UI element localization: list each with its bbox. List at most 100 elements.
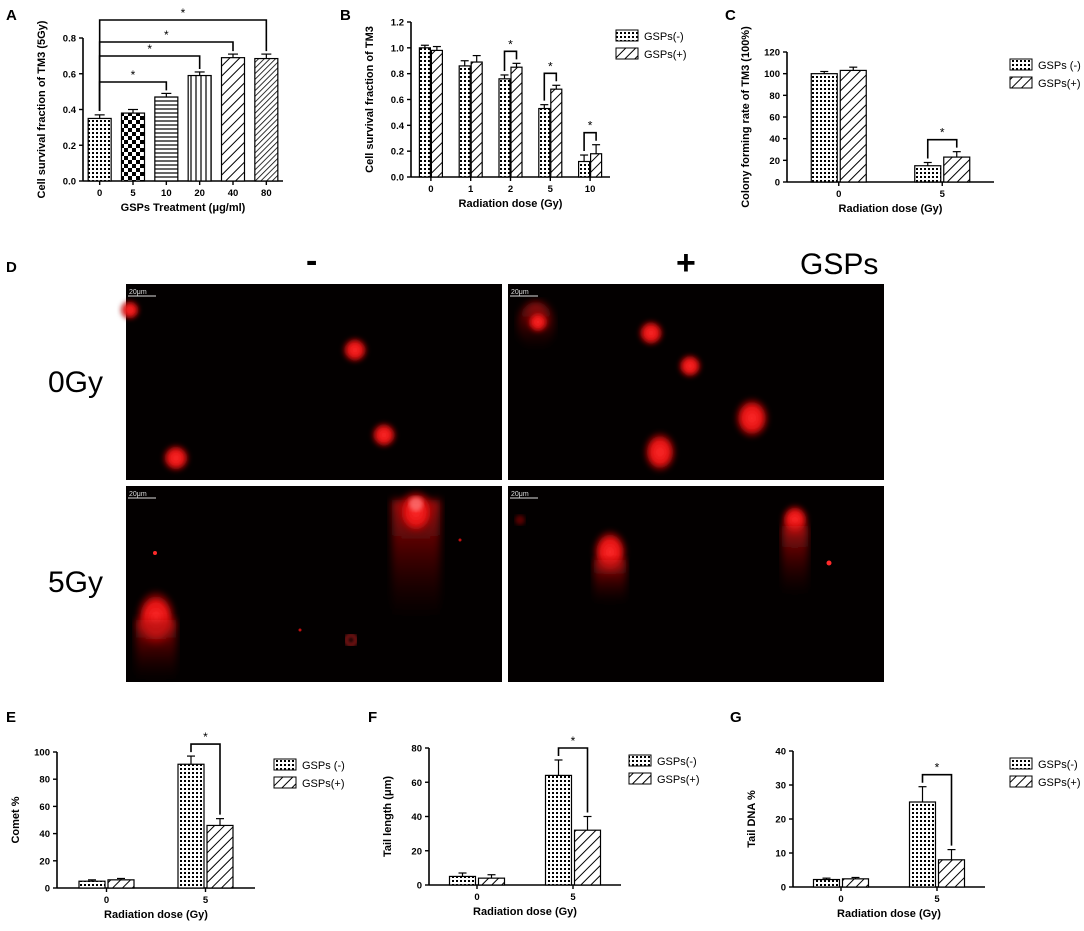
legend-swatch: [615, 29, 639, 42]
scale-bar-label: 20μm: [129, 289, 147, 296]
y-tick-label: 0.4: [63, 105, 77, 116]
legend-label: GSPs(+): [302, 778, 344, 790]
x-tick-label: 5: [934, 894, 940, 905]
micrograph-5gy-plus: 20μm: [508, 486, 884, 682]
y-axis-label: Tail length (μm): [382, 776, 394, 857]
significance-bracket: [557, 747, 589, 813]
x-tick-label: 0: [836, 189, 841, 200]
legend-swatch: [1009, 58, 1033, 71]
x-axis-label: GSPs Treatment (μg/ml): [121, 202, 246, 214]
y-tick-label: 0.6: [63, 69, 76, 80]
bar: [943, 156, 971, 183]
significance-bracket: [98, 55, 201, 111]
y-tick-label: 1.0: [391, 43, 404, 54]
comet-assay-micrographs: - + GSPs 0Gy 5Gy 20μm 20μm: [48, 242, 884, 682]
y-tick-label: 120: [764, 48, 780, 59]
significance-star: *: [164, 28, 169, 42]
bar: [477, 877, 506, 886]
legend-swatch: [628, 772, 652, 785]
bar: [470, 61, 483, 178]
x-tick-label: 0: [104, 895, 109, 906]
y-tick-label: 20: [411, 846, 422, 857]
x-tick-label: 5: [130, 188, 136, 199]
y-tick-label: 80: [39, 775, 50, 786]
y-tick-label: 10: [775, 849, 786, 860]
bar: [418, 47, 431, 178]
micrograph-0gy-plus: 20μm: [508, 284, 884, 480]
x-axis-label: Radiation dose (Gy): [839, 203, 943, 215]
y-tick-label: 0.0: [391, 173, 404, 184]
scale-bar-label: 20μm: [511, 491, 529, 498]
significance-star: *: [203, 730, 208, 744]
bar: [177, 763, 205, 889]
legend-label: GSPs(+): [1038, 777, 1080, 789]
x-axis-label: Radiation dose (Gy): [104, 909, 208, 921]
panel-letter-a: A: [6, 7, 17, 24]
y-tick-label: 40: [39, 829, 50, 840]
y-tick-label: 1.2: [391, 18, 404, 29]
legend-label: GSPs(-): [657, 756, 697, 768]
y-tick-label: 80: [411, 744, 422, 755]
y-tick-label: 20: [775, 815, 786, 826]
legend-swatch: [615, 47, 639, 60]
y-tick-label: 30: [775, 781, 786, 792]
legend-label: GSPs(+): [1038, 78, 1080, 90]
x-tick-label: 20: [194, 188, 205, 199]
micrograph-5gy-minus: 20μm: [126, 486, 502, 682]
y-tick-label: 0.4: [391, 121, 405, 132]
significance-star: *: [935, 761, 940, 775]
bar: [914, 165, 942, 183]
bar: [498, 78, 511, 178]
bar: [120, 112, 146, 182]
bar: [448, 875, 477, 886]
panel-letter-b: B: [340, 7, 351, 24]
bar: [538, 107, 551, 178]
x-tick-label: 0: [97, 188, 102, 199]
significance-star: *: [508, 37, 513, 51]
column-label-plus: +: [676, 244, 696, 282]
bar: [550, 88, 563, 178]
significance-star: *: [548, 59, 553, 73]
y-tick-label: 0.0: [63, 177, 76, 188]
y-tick-label: 40: [769, 134, 780, 145]
x-tick-label: 40: [228, 188, 239, 199]
y-tick-label: 0.2: [63, 141, 76, 152]
legend-label: GSPs (-): [1038, 60, 1081, 72]
chart-c: 0 20 40 60 80 100 120 Radiation dose (Gy) Colony…: [740, 26, 1081, 215]
bar: [841, 878, 870, 888]
x-tick-label: 0: [474, 892, 479, 903]
x-tick-label: 0: [428, 184, 433, 195]
x-tick-label: 5: [940, 189, 946, 200]
y-tick-label: 80: [769, 91, 780, 102]
y-tick-label: 0.8: [391, 69, 404, 80]
y-tick-label: 20: [769, 156, 780, 167]
chart-a: 0.0 0.2 0.4 0.6 0.8 GSPs Treatment (μg/ml) Cel…: [36, 6, 283, 214]
legend-swatch: [273, 758, 297, 771]
x-tick-label: 10: [161, 188, 172, 199]
micrograph-0gy-minus: 20μm: [119, 284, 502, 480]
y-tick-label: 100: [34, 748, 50, 759]
x-tick-label: 5: [570, 892, 576, 903]
y-tick-label: 60: [769, 113, 780, 124]
significance-bracket: [190, 743, 221, 815]
bar: [812, 878, 841, 888]
bar: [187, 74, 212, 182]
bar: [589, 153, 603, 178]
row-label-5gy: 5Gy: [48, 566, 103, 599]
significance-star: *: [571, 734, 576, 748]
legend-swatch: [1009, 76, 1033, 89]
significance-bracket: [921, 773, 953, 846]
bar: [430, 49, 443, 178]
bar: [220, 57, 246, 182]
y-tick-label: 0: [45, 884, 50, 895]
x-axis-label: Radiation dose (Gy): [473, 906, 577, 918]
column-label-minus: -: [306, 242, 317, 280]
bar: [573, 829, 602, 886]
bar: [87, 117, 112, 182]
row-label-0gy: 0Gy: [48, 366, 103, 399]
legend-swatch: [628, 754, 652, 767]
panel-letter-e: E: [6, 709, 16, 726]
legend-swatch: [273, 776, 297, 789]
bar: [154, 96, 179, 182]
